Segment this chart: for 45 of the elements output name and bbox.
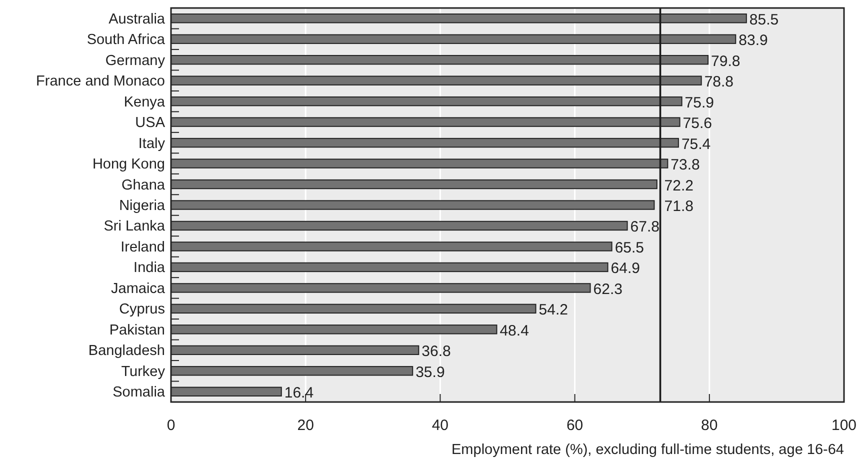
data-label: 16.4 bbox=[284, 384, 314, 402]
y-tick-label: Kenya bbox=[124, 94, 166, 110]
y-tick-label: Cyprus bbox=[119, 302, 165, 318]
data-label: 75.9 bbox=[684, 94, 714, 112]
data-label: 67.8 bbox=[630, 218, 660, 236]
y-tick-label: Jamaica bbox=[111, 280, 166, 297]
y-tick-label: South Africa bbox=[86, 32, 166, 48]
y-tick-label: Germany bbox=[105, 52, 166, 69]
data-label: 35.9 bbox=[416, 364, 445, 381]
data-label: 75.6 bbox=[682, 115, 712, 132]
y-tick-label: Hong Kong bbox=[92, 156, 165, 173]
x-tick-label: 0 bbox=[166, 417, 176, 434]
x-tick-label: 100 bbox=[831, 417, 857, 434]
x-tick-label: 40 bbox=[432, 417, 449, 434]
x-axis-title: Employment rate (%), excluding full-time students, age 16-64 bbox=[452, 442, 844, 458]
data-label: 78.8 bbox=[704, 74, 734, 91]
x-tick-label: 20 bbox=[297, 417, 314, 434]
x-tick-label: 80 bbox=[701, 417, 718, 434]
x-tick-label: 60 bbox=[566, 417, 584, 434]
y-tick-label: Somalia bbox=[112, 384, 166, 401]
data-label: 65.5 bbox=[614, 239, 644, 256]
data-label: 75.4 bbox=[681, 136, 711, 153]
data-label: 64.9 bbox=[610, 260, 640, 278]
data-label: 85.5 bbox=[749, 11, 779, 28]
y-tick-label: Nigeria bbox=[119, 198, 166, 214]
data-label: 79.8 bbox=[711, 52, 740, 70]
y-tick-label: Ireland bbox=[120, 239, 165, 256]
data-label: 62.3 bbox=[593, 280, 622, 298]
data-label: 54.2 bbox=[538, 302, 568, 319]
data-label: 48.4 bbox=[500, 322, 529, 340]
y-tick-label: USA bbox=[135, 115, 166, 132]
data-label: 83.9 bbox=[738, 32, 768, 50]
y-tick-label: Bangladesh bbox=[88, 343, 165, 360]
y-tick-label: India bbox=[134, 260, 166, 276]
y-tick-label: Turkey bbox=[121, 364, 166, 380]
data-label: 71.8 bbox=[664, 198, 694, 215]
data-label: 36.8 bbox=[422, 343, 451, 360]
y-tick-label: France and Monaco bbox=[36, 74, 165, 90]
y-tick-label: Australia bbox=[108, 11, 166, 28]
y-tick-label: Pakistan bbox=[109, 322, 165, 338]
y-tick-label: Italy bbox=[138, 136, 166, 152]
data-label: 72.2 bbox=[664, 177, 694, 194]
data-label: 73.8 bbox=[670, 156, 700, 174]
y-tick-label: Ghana bbox=[121, 177, 166, 194]
y-tick-label: Sri Lanka bbox=[104, 218, 166, 235]
